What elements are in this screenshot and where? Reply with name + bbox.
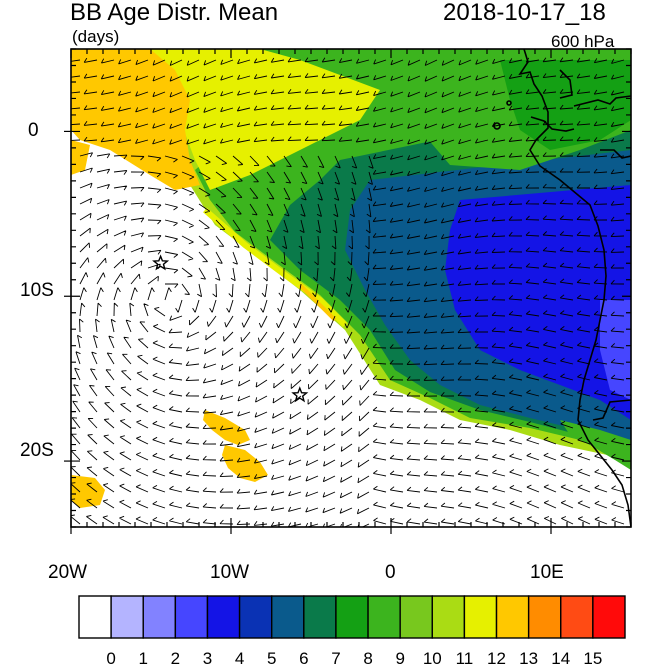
- colorbar-label: 15: [583, 649, 603, 668]
- colorbar-label: 3: [202, 649, 213, 668]
- wind-barb-field: [71, 57, 625, 527]
- colorbar-label: 12: [487, 649, 506, 668]
- colorbar-swatch: [174, 595, 209, 639]
- colorbar-label: 10: [422, 649, 442, 668]
- markers: [152, 254, 309, 403]
- coastline: [493, 49, 631, 527]
- colorbar-label: 13: [519, 649, 539, 668]
- colorbar-label: 9: [395, 649, 405, 668]
- y-tick-label: 10S: [20, 280, 54, 301]
- x-tick-label: 20W: [48, 562, 88, 583]
- colorbar-swatch: [367, 595, 401, 639]
- colorbar-swatch: [206, 595, 241, 639]
- units-label: (days): [72, 27, 120, 46]
- age-band-13-north: [71, 49, 200, 190]
- age-patch-13-south-2: [222, 445, 268, 482]
- wind-barbs: [71, 57, 625, 527]
- x-tick-label: 10E: [530, 562, 564, 583]
- colorbar-label: 5: [266, 649, 277, 668]
- colorbar-swatch: [463, 595, 498, 639]
- age-patch-13-southwest: [71, 475, 105, 508]
- colorbar-label: 0: [106, 649, 116, 668]
- x-tick-label: 0: [385, 562, 396, 583]
- colorbar-swatch: [271, 595, 305, 639]
- age-patch-13-south-1: [203, 410, 250, 445]
- age-field: [71, 49, 631, 527]
- colorbar-label: 8: [363, 649, 373, 668]
- axis-ticks: [64, 48, 632, 534]
- colorbar-swatch: [431, 595, 466, 639]
- colorbar-swatch: [78, 595, 112, 639]
- colorbar-label: 4: [234, 649, 245, 668]
- colorbar-swatch: [238, 595, 273, 639]
- colorbar-label: 1: [138, 649, 148, 668]
- colorbar-swatch: [142, 595, 177, 639]
- colorbar-label: 2: [170, 649, 181, 668]
- colorbar-swatch: [560, 595, 594, 639]
- tick-marks: [70, 48, 632, 528]
- pressure-level-label: 600 hPa: [551, 32, 615, 51]
- colorbar-label: 6: [299, 649, 309, 668]
- colorbar: [78, 595, 626, 639]
- colorbar-label: 11: [455, 649, 474, 668]
- colorbar-swatch: [592, 595, 626, 639]
- datetime-label: 2018-10-17_18: [443, 0, 606, 26]
- star-marker: [152, 254, 170, 271]
- colorbar-swatch: [399, 595, 433, 639]
- star-marker: [291, 386, 309, 403]
- colorbar-swatch: [527, 595, 562, 639]
- age-band-3: [600, 300, 631, 400]
- colorbar-swatch: [110, 595, 144, 639]
- colorbar-label: 7: [331, 649, 341, 668]
- colorbar-swatch: [335, 595, 369, 639]
- map-frame: [70, 48, 632, 528]
- age-band-4: [445, 185, 631, 420]
- y-tick-label: 0: [28, 120, 39, 141]
- age-band-13-northwest: [71, 140, 90, 175]
- map-title: BB Age Distr. Mean: [70, 0, 279, 26]
- colorbar-swatch: [495, 595, 530, 639]
- y-tick-label: 20S: [20, 440, 54, 461]
- x-tick-label: 10W: [210, 562, 250, 583]
- colorbar-swatch: [303, 595, 337, 639]
- colorbar-label: 14: [551, 649, 571, 668]
